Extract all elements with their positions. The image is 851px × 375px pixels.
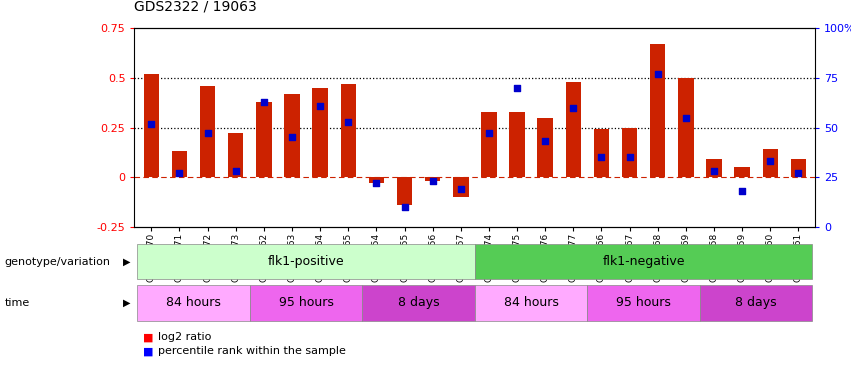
Point xyxy=(257,99,271,105)
Point xyxy=(735,188,749,194)
Bar xyxy=(172,152,187,177)
Bar xyxy=(312,88,328,177)
Text: 84 hours: 84 hours xyxy=(504,296,558,309)
Text: 8 days: 8 days xyxy=(397,296,439,309)
Bar xyxy=(144,74,159,177)
Text: ▶: ▶ xyxy=(123,298,130,308)
Bar xyxy=(650,44,665,177)
Bar xyxy=(228,134,243,177)
Point xyxy=(567,105,580,111)
Bar xyxy=(566,82,581,177)
Bar xyxy=(706,159,722,177)
Text: genotype/variation: genotype/variation xyxy=(4,256,111,267)
Text: log2 ratio: log2 ratio xyxy=(158,333,212,342)
Bar xyxy=(340,84,356,177)
Text: time: time xyxy=(4,298,30,308)
Point xyxy=(791,170,805,176)
Text: flk1-negative: flk1-negative xyxy=(603,255,685,268)
Text: ■: ■ xyxy=(143,346,153,356)
Bar xyxy=(256,102,271,177)
Point xyxy=(426,178,439,184)
Text: 84 hours: 84 hours xyxy=(166,296,221,309)
Point xyxy=(595,154,608,160)
Point xyxy=(173,170,186,176)
Point xyxy=(397,204,411,210)
Text: ▶: ▶ xyxy=(123,256,130,267)
Point xyxy=(679,115,693,121)
Text: 95 hours: 95 hours xyxy=(616,296,671,309)
Point xyxy=(145,120,158,126)
Point xyxy=(454,186,467,192)
Bar xyxy=(594,129,609,177)
Bar xyxy=(791,159,806,177)
Text: 8 days: 8 days xyxy=(735,296,777,309)
Point xyxy=(341,118,355,124)
Point xyxy=(539,138,552,144)
Point xyxy=(651,71,665,77)
Bar xyxy=(481,112,497,177)
Point xyxy=(511,85,524,91)
Point xyxy=(201,130,214,136)
Bar xyxy=(509,112,525,177)
Bar xyxy=(397,177,412,205)
Text: flk1-positive: flk1-positive xyxy=(268,255,345,268)
Bar xyxy=(734,167,750,177)
Point xyxy=(483,130,496,136)
Text: ■: ■ xyxy=(143,333,153,342)
Point xyxy=(229,168,243,174)
Point xyxy=(313,103,327,109)
Bar xyxy=(762,149,778,177)
Bar xyxy=(678,78,694,177)
Bar xyxy=(453,177,469,197)
Point xyxy=(623,154,637,160)
Bar xyxy=(200,86,215,177)
Bar xyxy=(538,118,553,177)
Bar xyxy=(622,128,637,177)
Bar xyxy=(368,177,384,183)
Text: percentile rank within the sample: percentile rank within the sample xyxy=(158,346,346,356)
Point xyxy=(285,135,299,141)
Point xyxy=(763,158,777,164)
Point xyxy=(369,180,383,186)
Bar xyxy=(284,94,300,177)
Point xyxy=(707,168,721,174)
Bar xyxy=(425,177,441,181)
Text: GDS2322 / 19063: GDS2322 / 19063 xyxy=(134,0,257,13)
Text: 95 hours: 95 hours xyxy=(278,296,334,309)
